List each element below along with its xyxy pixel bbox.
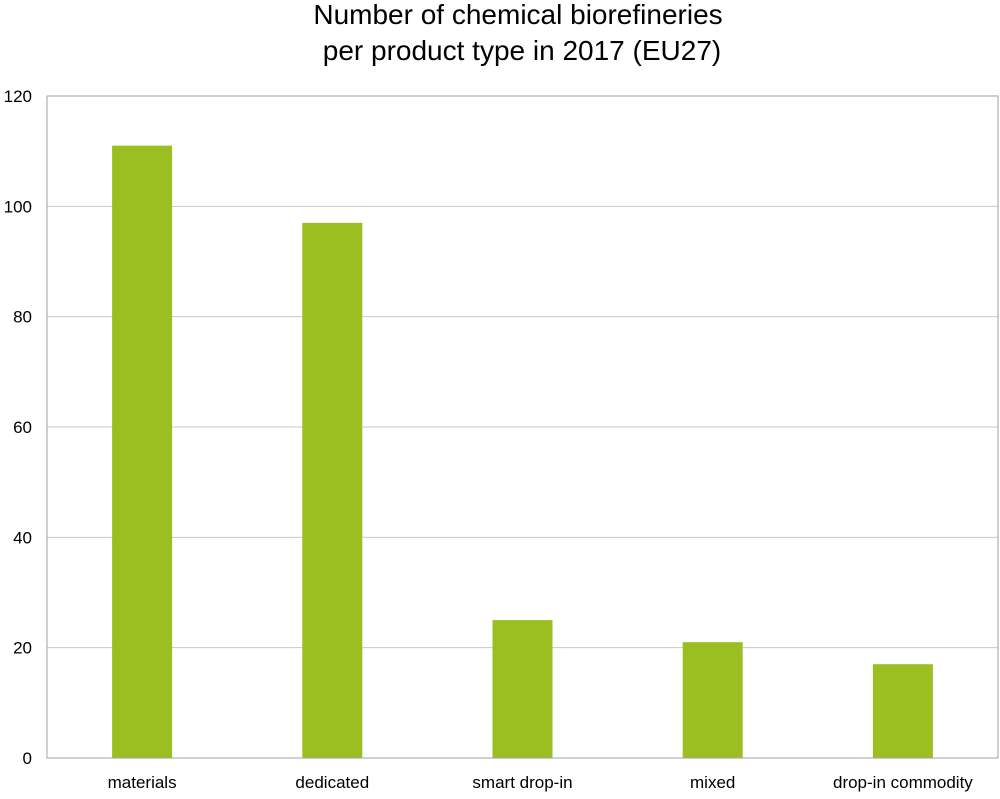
plot-frame [46,95,999,759]
bar-mixed [682,642,743,758]
y-axis-ticks: 0 20 40 60 80 100 120 [4,87,32,768]
y-tick-label: 20 [13,639,32,658]
bar-materials [112,145,173,758]
y-tick-label: 60 [13,418,32,437]
bars [112,145,933,759]
x-category-label: materials [108,773,177,792]
bar-drop-in-commodity [872,664,933,758]
chart-title-line-2: per product type in 2017 (EU27) [323,35,721,66]
x-category-label: mixed [690,773,735,792]
y-tick-label: 100 [4,197,32,216]
y-tick-label: 80 [13,308,32,327]
bar-dedicated [302,222,363,759]
x-axis-labels: materials dedicated smart drop-in mixed drop… [108,773,974,792]
y-tick-label: 0 [23,749,32,768]
y-tick-label: 120 [4,87,32,106]
x-category-label: dedicated [295,773,369,792]
x-category-label: drop-in commodity [833,773,973,792]
gridlines [47,205,998,649]
chart-title-line-1: Number of chemical biorefineries [313,0,722,30]
bar-smart-drop-in [492,620,553,758]
y-tick-label: 40 [13,528,32,547]
x-category-label: smart drop-in [472,773,572,792]
